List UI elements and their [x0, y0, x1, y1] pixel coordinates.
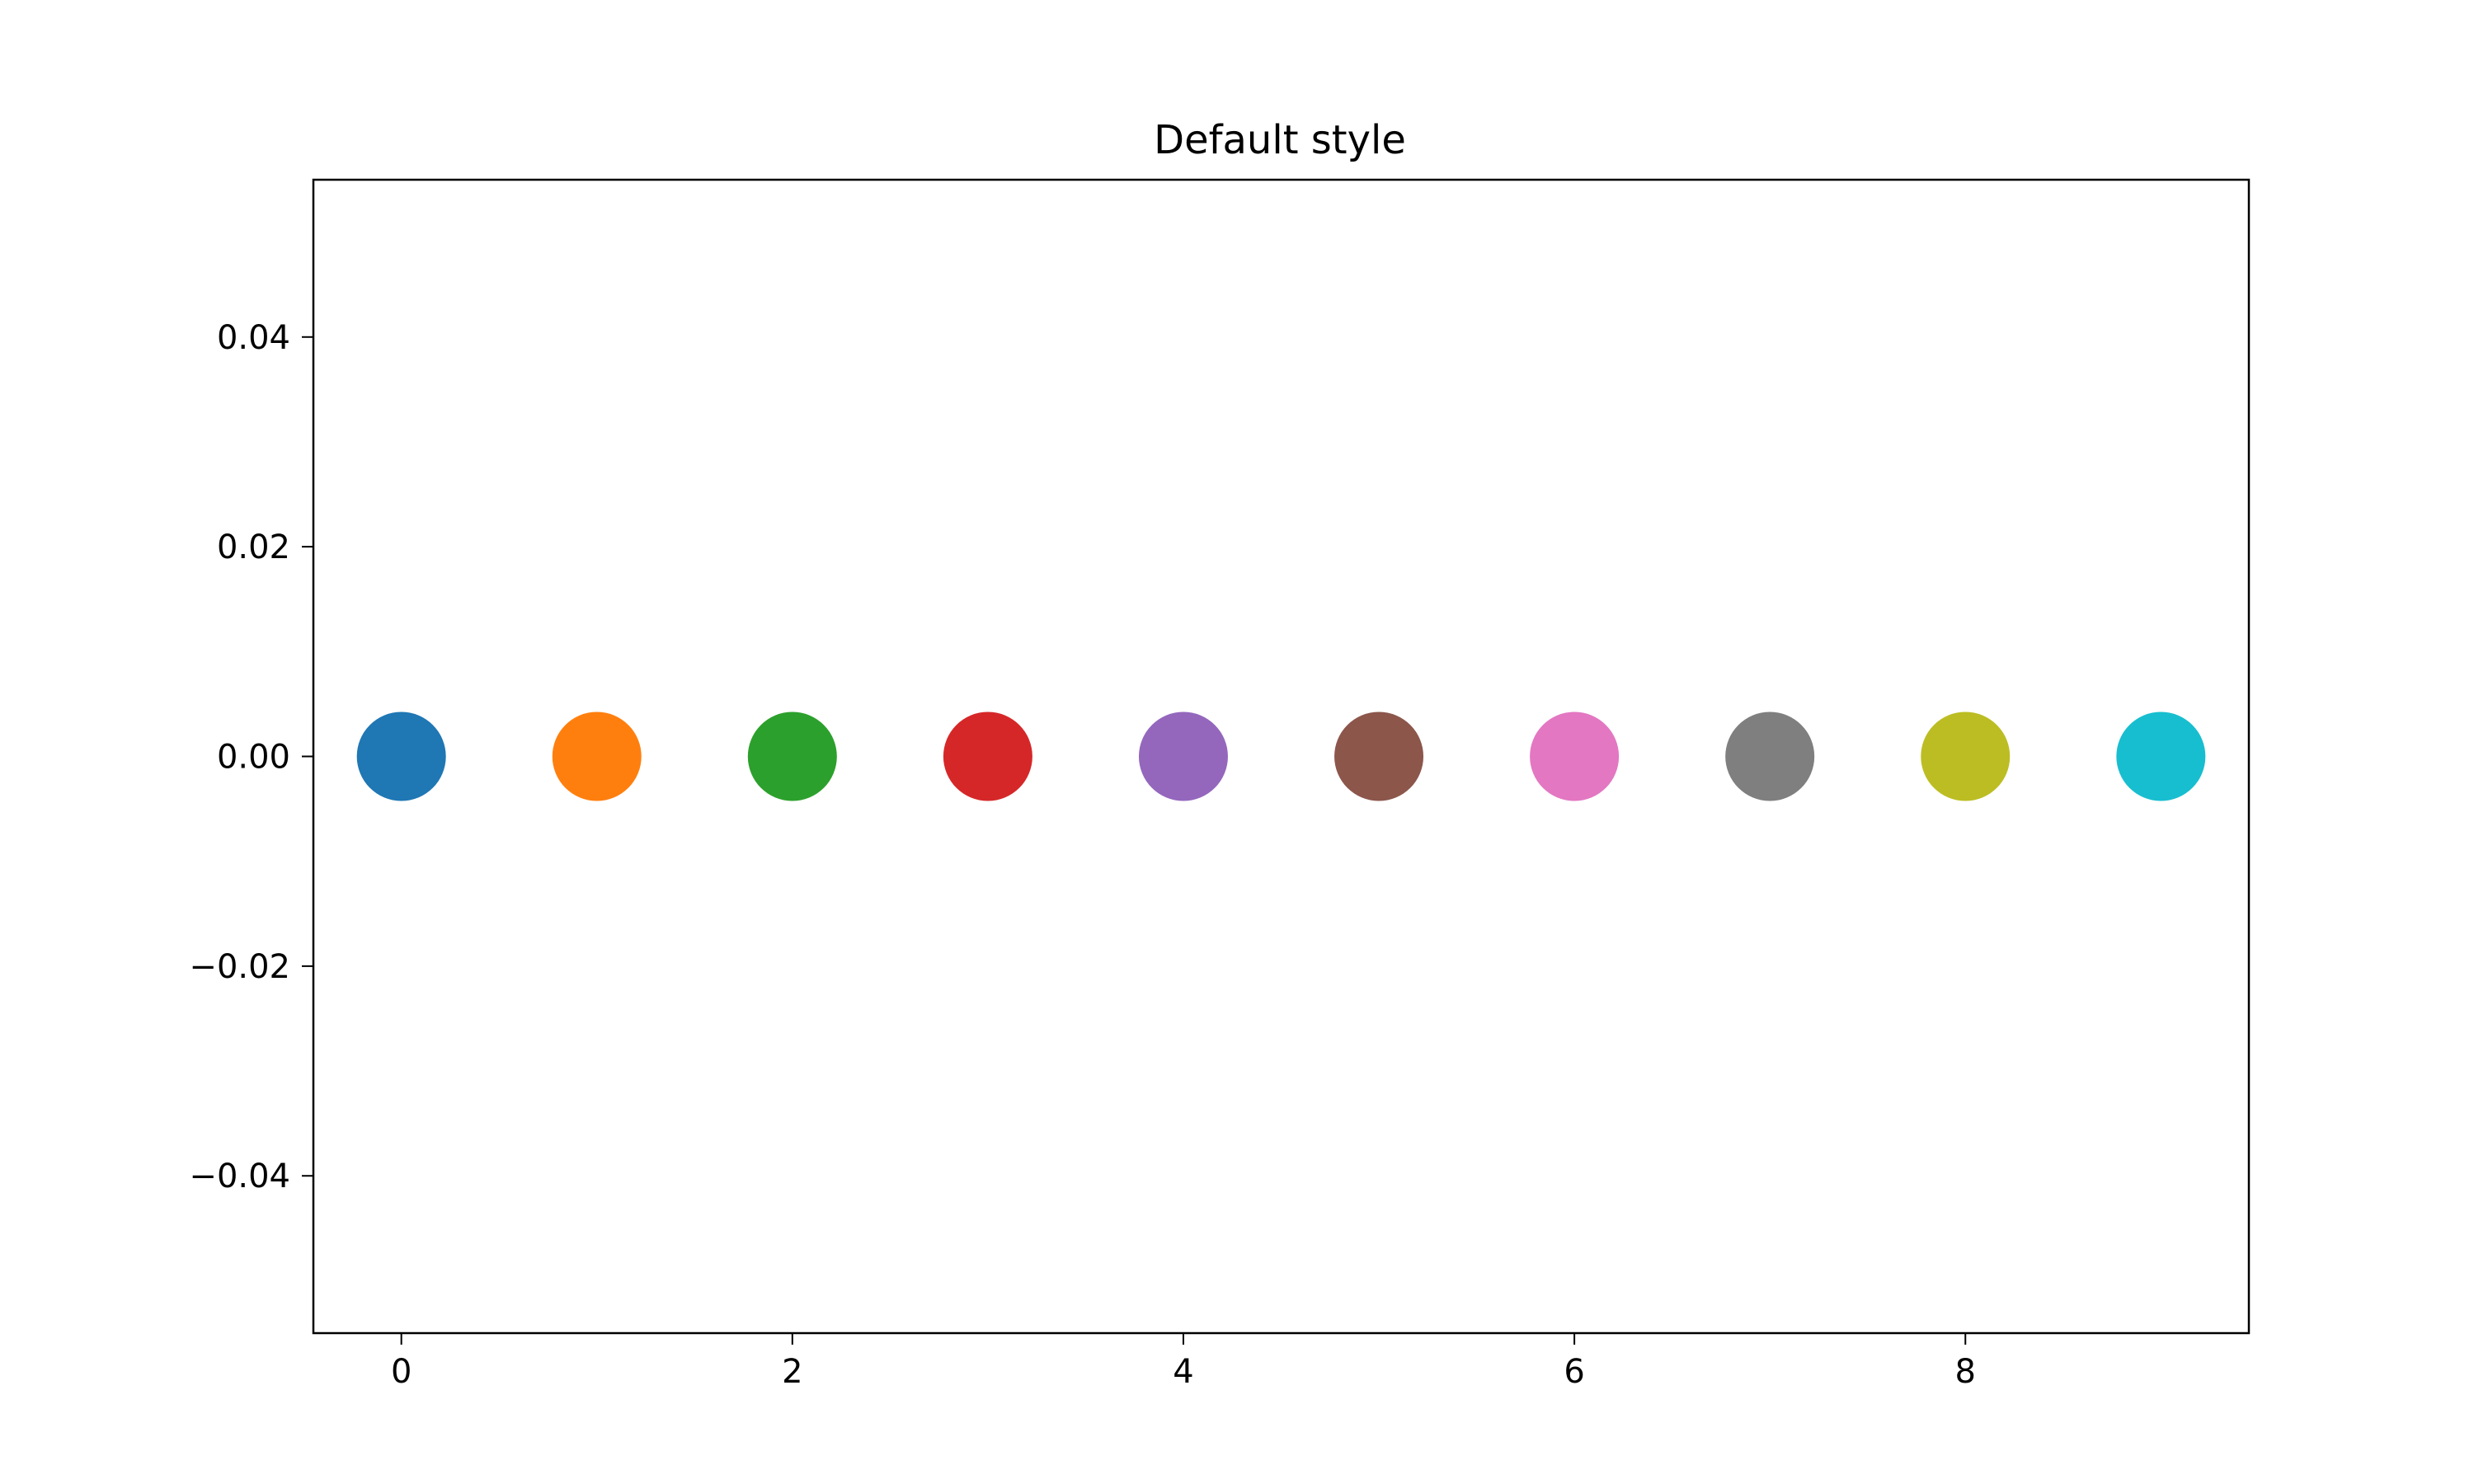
x-tick-label: 6 — [1564, 1353, 1584, 1391]
y-tick-label: 0.02 — [217, 528, 290, 566]
scatter-point — [943, 711, 1032, 801]
scatter-point — [356, 711, 446, 801]
scatter-point — [1530, 711, 1620, 801]
scatter-point — [1921, 711, 2011, 801]
scatter-point — [1138, 711, 1228, 801]
x-tick-label: 2 — [782, 1353, 802, 1391]
scatter-point — [552, 711, 642, 801]
plot-area-frame — [312, 178, 2251, 1335]
x-tick-label: 8 — [1955, 1353, 1976, 1391]
y-axis-ticks: 0.04 0.02 0.00 −0.02 −0.04 — [189, 319, 313, 1195]
x-tick-label: 0 — [391, 1353, 412, 1391]
scatter-point — [747, 711, 837, 801]
y-tick-label: −0.02 — [189, 948, 290, 986]
y-tick-label: 0.00 — [217, 739, 290, 777]
x-tick-label: 4 — [1173, 1353, 1193, 1391]
scatter-point — [2116, 711, 2206, 801]
x-axis-ticks: 0 2 4 6 8 — [391, 1333, 1976, 1391]
y-tick-label: −0.04 — [189, 1158, 290, 1195]
chart-title: Default style — [1154, 117, 1406, 163]
y-tick-label: 0.04 — [217, 319, 290, 357]
scatter-points — [356, 711, 2206, 801]
scatter-point — [1334, 711, 1424, 801]
scatter-point — [1725, 711, 1815, 801]
